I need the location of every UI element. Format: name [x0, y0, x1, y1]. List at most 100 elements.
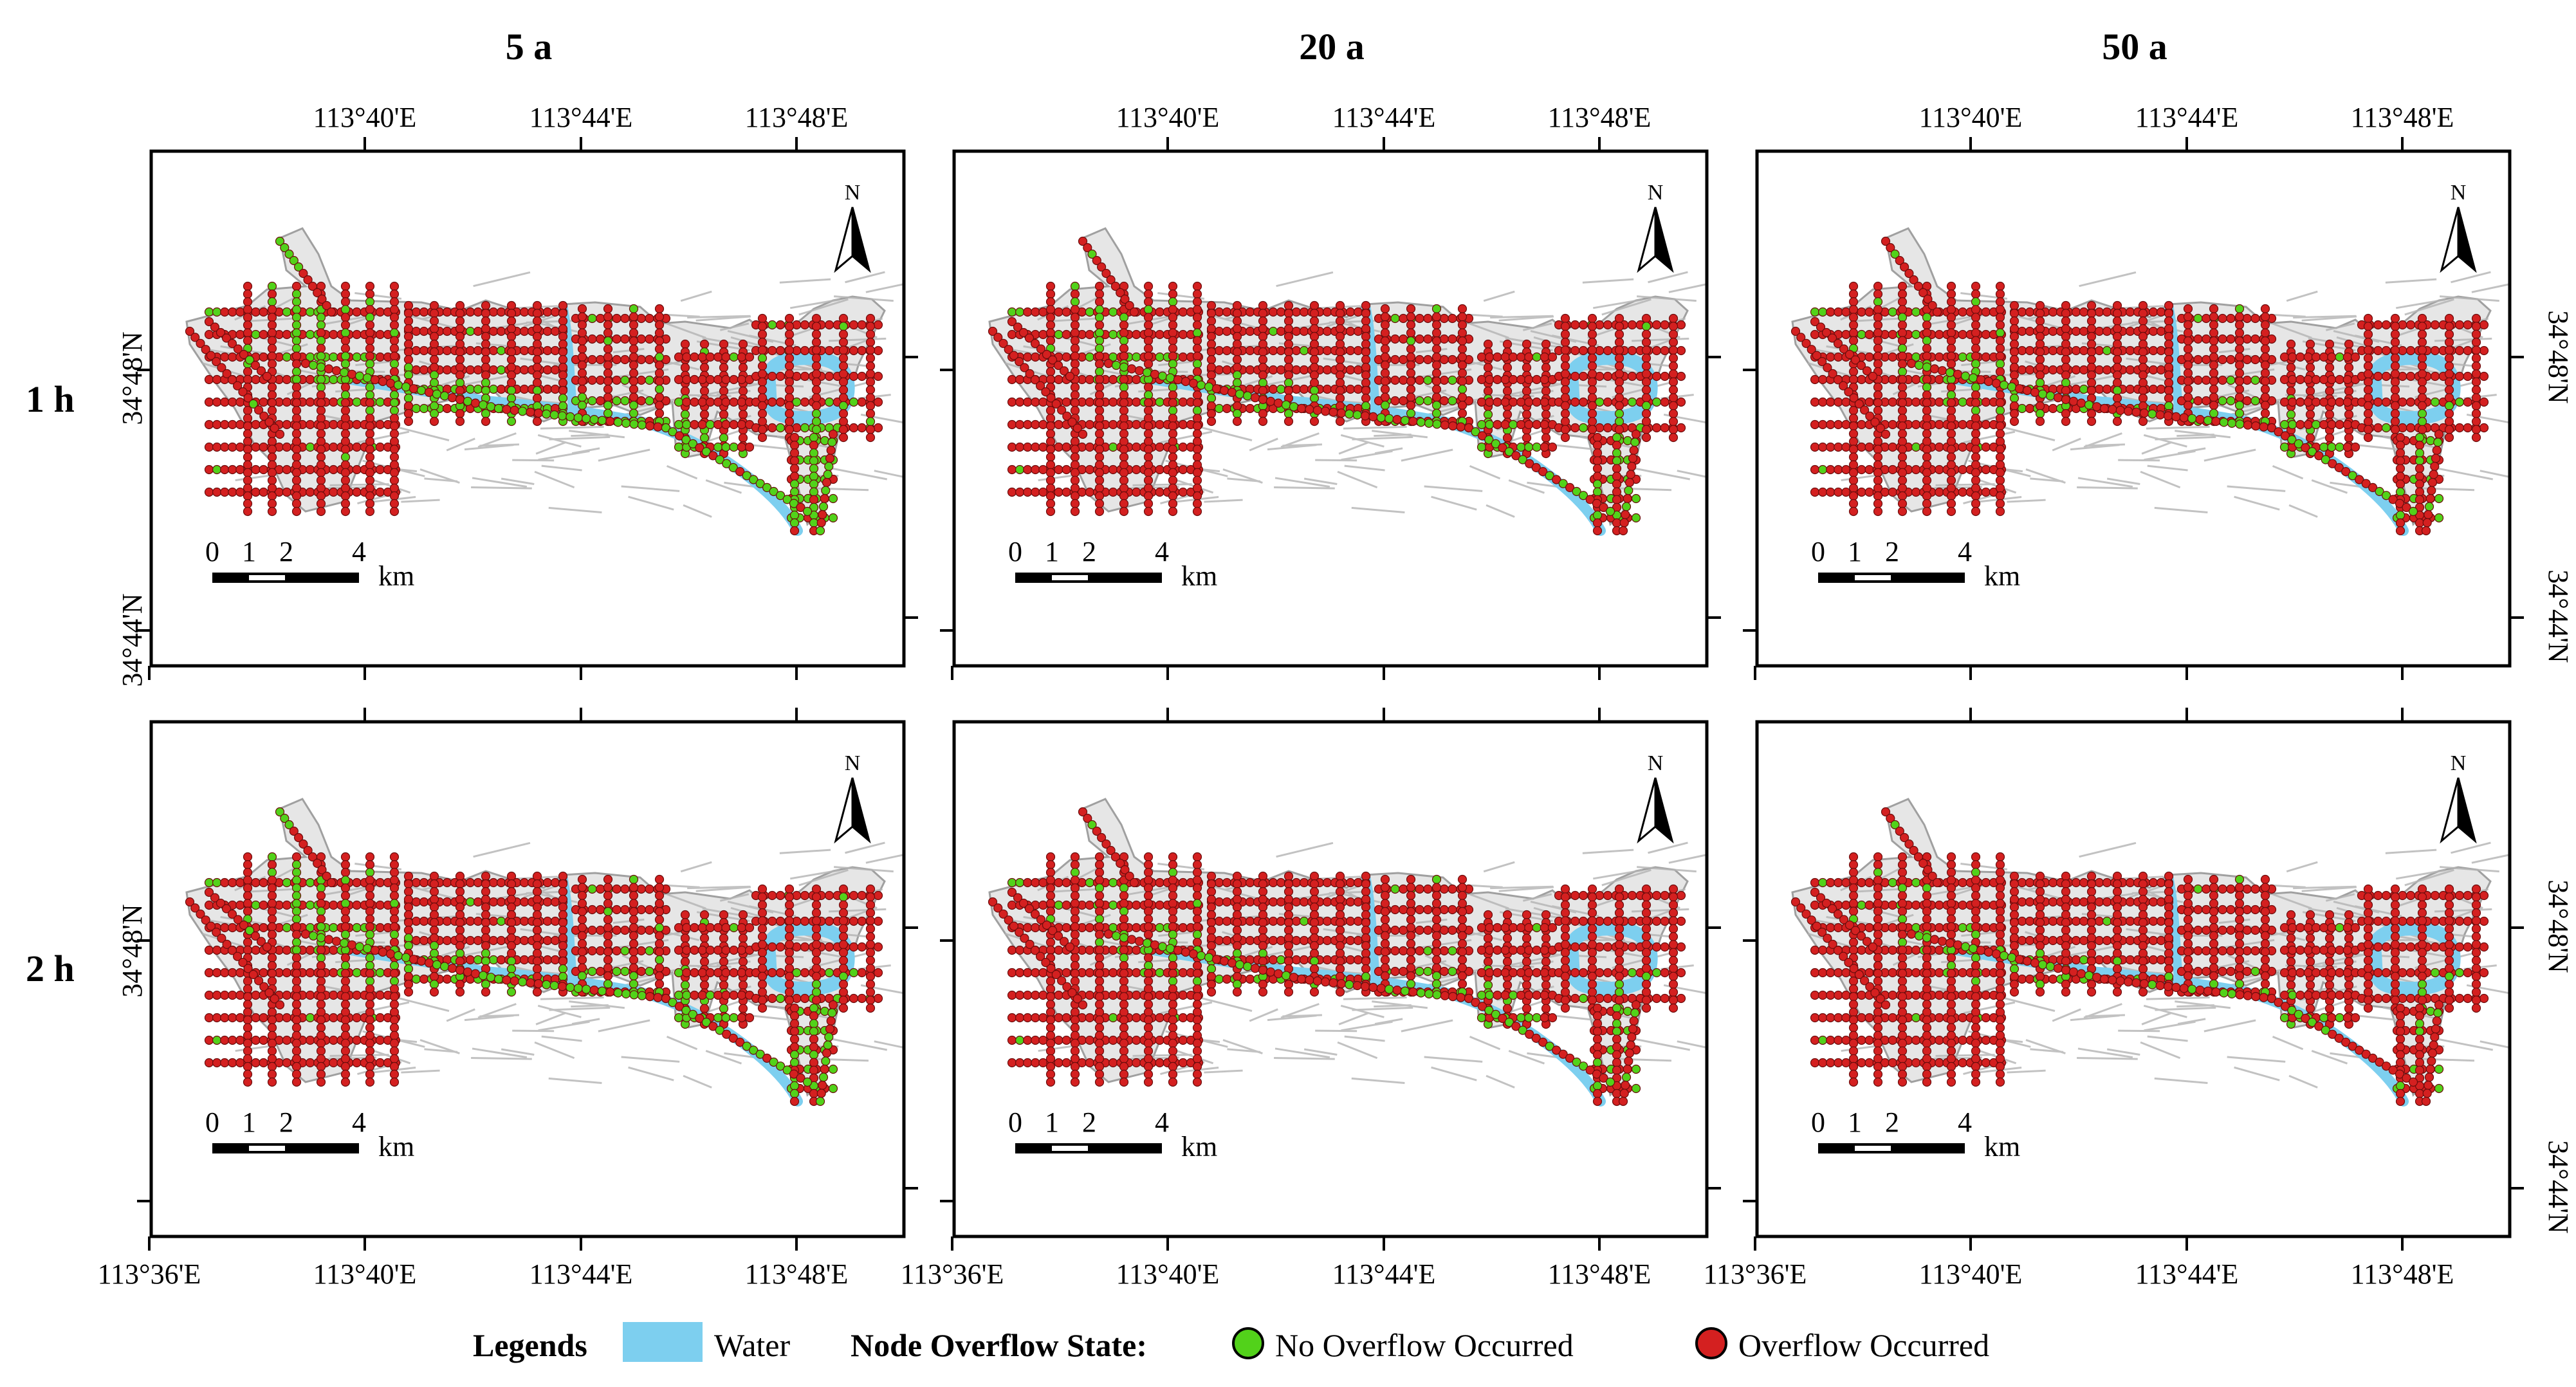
- node-overflow: [1614, 393, 1624, 403]
- node-overflow: [2295, 374, 2305, 385]
- node-overflow: [1015, 397, 1025, 407]
- node-overflow: [243, 899, 253, 908]
- node-no-overflow: [629, 304, 639, 314]
- node-overflow: [1192, 445, 1202, 454]
- node-overflow: [419, 897, 429, 907]
- node-no-overflow: [1235, 389, 1245, 399]
- node-overflow: [1178, 487, 1188, 497]
- node-overflow: [1143, 398, 1154, 408]
- node-overflow: [558, 917, 568, 928]
- node-overflow: [612, 884, 621, 894]
- scale-tick-label: 4: [1958, 536, 1972, 567]
- node-overflow: [1232, 300, 1242, 311]
- node-overflow: [316, 1038, 326, 1048]
- node-no-overflow: [455, 948, 465, 959]
- node-overflow: [1477, 397, 1487, 407]
- node-overflow: [267, 1061, 277, 1072]
- node-overflow: [1911, 374, 1921, 385]
- node-overflow: [243, 506, 253, 517]
- node-overflow: [455, 917, 465, 928]
- node-overflow: [558, 902, 568, 912]
- node-overflow: [2048, 345, 2058, 356]
- node-overflow: [2025, 365, 2035, 375]
- node-overflow: [506, 331, 517, 342]
- node-overflow: [1070, 390, 1080, 400]
- lon-label: 113°44'E: [2135, 1258, 2239, 1290]
- node-overflow: [2417, 401, 2427, 410]
- node-overflow: [1873, 382, 1883, 392]
- node-overflow: [267, 475, 277, 485]
- node-overflow: [442, 916, 452, 926]
- node-no-overflow: [1911, 307, 1921, 317]
- node-overflow: [2324, 386, 2335, 396]
- node-overflow: [1406, 320, 1416, 330]
- node-overflow: [1995, 491, 2005, 501]
- node-overflow: [2334, 463, 2344, 472]
- node-overflow: [1923, 294, 1933, 304]
- node-no-overflow: [352, 923, 362, 933]
- node-overflow: [2025, 326, 2035, 336]
- node-no-overflow: [1578, 423, 1588, 433]
- node-overflow: [1873, 491, 1883, 501]
- node-no-overflow: [389, 390, 400, 400]
- node-overflow: [306, 419, 315, 430]
- node-overflow: [1612, 464, 1622, 473]
- node-overflow: [1070, 506, 1080, 517]
- node-overflow: [389, 336, 400, 345]
- node-overflow: [719, 339, 729, 349]
- node-overflow: [1560, 345, 1570, 355]
- node-overflow: [532, 331, 542, 342]
- node-no-overflow: [629, 409, 639, 418]
- node-overflow: [1946, 328, 1956, 338]
- node-overflow: [291, 468, 302, 477]
- overflow-nodes: [988, 236, 1686, 536]
- node-overflow: [365, 445, 375, 454]
- node-overflow: [289, 826, 299, 836]
- node-overflow: [403, 917, 414, 928]
- node-overflow: [2260, 376, 2270, 386]
- node-overflow: [1627, 461, 1637, 472]
- node-overflow: [699, 386, 710, 396]
- node-overflow: [1578, 397, 1588, 407]
- node-overflow: [243, 367, 253, 376]
- node-overflow: [1232, 362, 1242, 372]
- node-overflow: [784, 393, 795, 403]
- node-overflow: [1946, 445, 1956, 454]
- node-overflow: [1155, 307, 1164, 317]
- node-overflow: [713, 968, 723, 978]
- node-overflow: [1668, 377, 1679, 387]
- node-overflow: [654, 328, 665, 338]
- node-overflow: [1045, 445, 1056, 454]
- node-overflow: [389, 984, 400, 994]
- node-no-overflow: [267, 852, 277, 862]
- node-overflow: [1848, 297, 1859, 307]
- node-overflow: [1522, 386, 1532, 396]
- scale-unit: km: [1984, 560, 2020, 592]
- node-no-overflow: [1897, 367, 1908, 376]
- node-overflow: [2444, 313, 2454, 324]
- node-overflow: [1380, 376, 1390, 386]
- node-overflow: [2390, 377, 2400, 387]
- node-no-overflow: [811, 409, 822, 419]
- node-overflow: [1045, 499, 1056, 509]
- node-overflow: [267, 968, 277, 978]
- node-overflow: [259, 307, 268, 317]
- node-overflow: [2390, 401, 2400, 410]
- node-overflow: [2454, 371, 2465, 381]
- node-overflow: [2148, 384, 2158, 394]
- node-overflow: [1431, 312, 1442, 322]
- node-overflow: [316, 406, 326, 416]
- node-overflow: [2335, 397, 2344, 407]
- node-no-overflow: [365, 977, 375, 986]
- node-overflow: [1995, 506, 2005, 517]
- node-overflow: [429, 925, 439, 935]
- node-overflow: [729, 945, 739, 955]
- node-overflow: [865, 409, 876, 419]
- node-overflow: [811, 345, 822, 355]
- node-overflow: [2226, 334, 2236, 344]
- node-overflow: [1946, 460, 1956, 470]
- node-overflow: [306, 945, 315, 955]
- node-no-overflow: [429, 401, 439, 411]
- node-overflow: [1268, 307, 1278, 317]
- node-no-overflow: [1817, 307, 1828, 317]
